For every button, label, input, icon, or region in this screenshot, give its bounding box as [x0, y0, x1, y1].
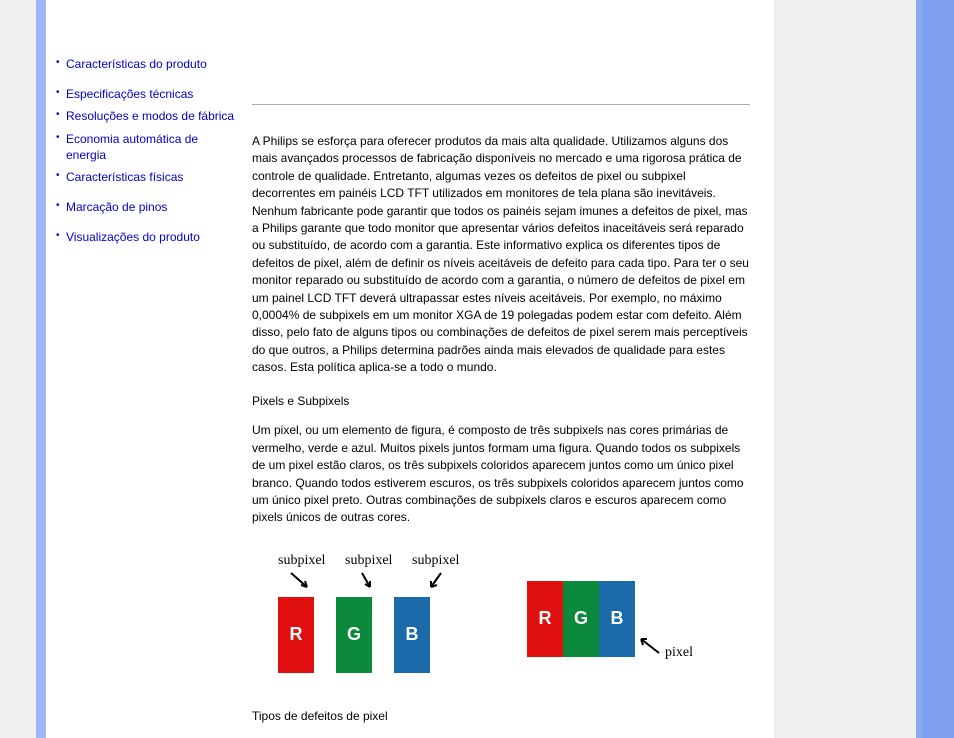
- accent-bar-left: [36, 0, 46, 738]
- subpixel-diagram: subpixel subpixel subpixel R G B: [252, 545, 750, 691]
- sidebar-link[interactable]: Visualizações do produto: [66, 230, 200, 244]
- section-separator: [252, 104, 750, 105]
- sidebar-link[interactable]: Resoluções e modos de fábrica: [66, 109, 234, 123]
- subpixel-label: subpixel: [345, 553, 390, 569]
- subpixel-label: subpixel: [278, 553, 323, 569]
- subpixel-label: subpixel: [412, 553, 457, 569]
- arrow-up-left-icon: [635, 635, 663, 657]
- sidebar-item-product-features[interactable]: Características do produto: [56, 56, 236, 72]
- pixel-label: pixel: [665, 645, 693, 661]
- subpixel-group-separate: subpixel subpixel subpixel R G B: [278, 553, 457, 673]
- sidebar-link[interactable]: Características físicas: [66, 170, 183, 184]
- subpixel-box-r: R: [527, 581, 563, 657]
- sidebar-link[interactable]: Economia automática de energia: [66, 132, 198, 162]
- accent-bar-right: [922, 0, 954, 738]
- pixel-arrow: pixel: [635, 631, 693, 661]
- arrow-down-right-icon: [287, 571, 315, 593]
- heading-defect-types: Tipos de defeitos de pixel: [252, 709, 750, 723]
- sidebar-link[interactable]: Marcação de pinos: [66, 200, 167, 214]
- subpixel-box-b: B: [394, 597, 430, 673]
- sidebar-link[interactable]: Especificações técnicas: [66, 87, 193, 101]
- heading-pixels-subpixels: Pixels e Subpixels: [252, 394, 750, 408]
- intro-paragraph: A Philips se esforça para oferecer produ…: [252, 133, 750, 376]
- subpixel-box-g: G: [336, 597, 372, 673]
- subpixel-box-r: R: [278, 597, 314, 673]
- sidebar-item-tech-specs[interactable]: Especificações técnicas: [56, 86, 236, 102]
- page-root: Características do produto Especificaçõe…: [0, 0, 954, 738]
- paragraph-pixels-subpixels: Um pixel, ou um elemento de figura, é co…: [252, 422, 750, 526]
- sidebar-item-product-views[interactable]: Visualizações do produto: [56, 229, 236, 245]
- arrow-row: [278, 571, 457, 593]
- sidebar-item-physical-specs[interactable]: Características físicas: [56, 169, 236, 185]
- sidebar-item-pin-assignment[interactable]: Marcação de pinos: [56, 199, 236, 215]
- sidebar-link[interactable]: Características do produto: [66, 57, 207, 71]
- sidebar-item-resolutions[interactable]: Resoluções e modos de fábrica: [56, 108, 236, 124]
- arrow-down-icon: [354, 571, 382, 593]
- subpixel-boxes-separate: R G B: [278, 597, 457, 673]
- vertical-divider: [774, 0, 775, 738]
- main-content: A Philips se esforça para oferecer produ…: [252, 56, 750, 738]
- subpixel-box-g: G: [563, 581, 599, 657]
- subpixel-boxes-combined: R G B: [527, 581, 635, 657]
- arrow-down-left-icon: [421, 571, 449, 593]
- sidebar-item-energy-saving[interactable]: Economia automática de energia: [56, 131, 236, 163]
- sidebar-nav: Características do produto Especificaçõe…: [56, 56, 236, 260]
- subpixel-labels-row: subpixel subpixel subpixel: [278, 553, 457, 569]
- pixel-group-combined: R G B pixel: [527, 553, 635, 657]
- subpixel-box-b: B: [599, 581, 635, 657]
